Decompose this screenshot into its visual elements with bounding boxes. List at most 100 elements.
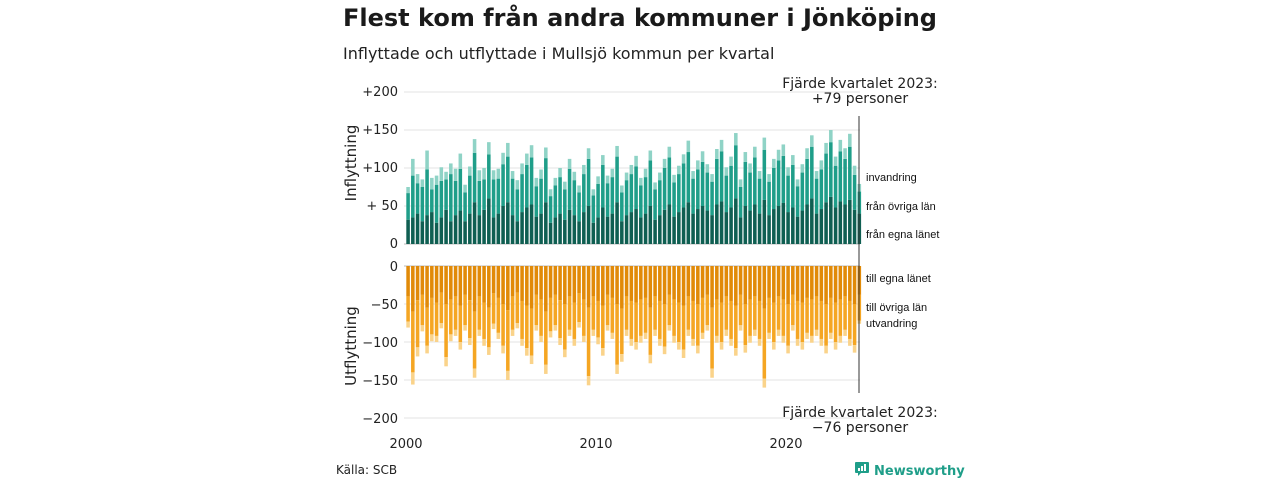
emigration-bar (629, 338, 634, 346)
immigration-bar (430, 177, 434, 190)
emigration-bar (729, 338, 733, 346)
immigration-bar (506, 142, 510, 157)
emigration-bar (501, 345, 505, 354)
from-other-counties-bar (624, 180, 629, 216)
from-other-counties-bar (715, 158, 719, 205)
to-other-counties-bar (520, 300, 524, 339)
immigration-bar (696, 160, 700, 170)
to-own-county-bar (615, 266, 619, 304)
to-other-counties-bar (715, 299, 719, 336)
emigration-bar (852, 345, 857, 353)
to-other-counties-bar (710, 307, 714, 369)
to-other-counties-bar (672, 299, 676, 336)
to-own-county-bar (738, 266, 743, 295)
to-own-county-bar (458, 266, 463, 306)
emigration-bar (610, 332, 615, 339)
y-tick-out-50: −50 (371, 298, 398, 313)
to-own-county-bar (515, 266, 520, 293)
immigration-bar (487, 142, 491, 155)
immigration-bar (848, 133, 852, 147)
emigration-bar (833, 342, 838, 350)
immigration-bar (491, 170, 496, 180)
newsworthy-logo[interactable]: Newsworthy (854, 461, 965, 482)
y-tick-out-150: −150 (362, 374, 398, 389)
emigration-bar (615, 364, 619, 374)
to-other-counties-bar (430, 297, 434, 335)
to-own-county-bar (430, 266, 434, 298)
immigration-bar (810, 135, 814, 147)
from-other-counties-bar (729, 165, 733, 208)
from-other-counties-bar (710, 181, 714, 216)
to-own-county-bar (406, 266, 410, 297)
to-other-counties-bar (425, 307, 429, 346)
to-other-counties-bar (776, 296, 781, 330)
from-other-counties-bar (463, 192, 467, 222)
from-other-counties-bar (848, 146, 852, 200)
from-own-county-bar (658, 215, 662, 244)
immigration-bar (781, 144, 786, 156)
immigration-bar (477, 170, 482, 181)
to-own-county-bar (434, 266, 439, 303)
immigration-bar (724, 167, 729, 176)
to-other-counties-bar (529, 308, 534, 356)
series-label-to-own-county: till egna länet (866, 273, 931, 285)
to-own-county-bar (510, 266, 515, 297)
from-own-county-bar (795, 216, 800, 244)
immigration-bar (786, 167, 790, 176)
axes: 0 + 50 +100 +150 +200 0 −50 −100 −150 −2… (342, 76, 939, 452)
to-other-counties-bar (772, 302, 776, 342)
to-other-counties-bar (601, 305, 605, 349)
immigration-bar (501, 152, 505, 165)
from-own-county-bar (491, 217, 496, 244)
to-own-county-bar (696, 266, 700, 304)
to-other-counties-bar (819, 300, 824, 339)
from-own-county-bar (620, 221, 624, 244)
emigration-bar (453, 329, 458, 336)
from-other-counties-bar (762, 149, 767, 200)
to-own-county-bar (686, 266, 691, 297)
immigration-bar (824, 142, 828, 154)
emigration-bar (762, 378, 767, 388)
to-own-county-bar (681, 266, 686, 306)
to-other-counties-bar (724, 296, 729, 330)
y-tick-out-100: −100 (362, 336, 398, 351)
to-other-counties-bar (786, 304, 790, 346)
immigration-bar (563, 181, 567, 190)
from-own-county-bar (539, 213, 543, 244)
immigration-bar (800, 164, 805, 173)
to-own-county-bar (525, 266, 529, 306)
from-other-counties-bar (406, 193, 410, 220)
from-own-county-bar (605, 216, 610, 244)
emigration-bar (639, 335, 643, 343)
from-other-counties-bar (824, 153, 828, 203)
immigration-bar (719, 139, 724, 152)
emigration-bar (444, 357, 448, 367)
emigration-bar (757, 338, 762, 346)
emigration-bar (472, 368, 477, 378)
emigration-bar (591, 329, 596, 336)
to-own-county-bar (724, 266, 729, 297)
from-other-counties-bar (696, 169, 700, 210)
emigration-bar (800, 342, 805, 350)
emigration-bar (553, 325, 558, 331)
to-own-county-bar (605, 266, 610, 295)
to-other-counties-bar (586, 307, 591, 377)
from-own-county-bar (563, 219, 567, 244)
immigration-bar (715, 149, 719, 159)
y-tick-in-50: + 50 (366, 199, 398, 214)
to-other-counties-bar (843, 296, 847, 330)
to-own-county-bar (800, 266, 805, 303)
to-other-counties-bar (415, 300, 420, 348)
to-other-counties-bar (639, 299, 643, 336)
to-other-counties-bar (800, 302, 805, 342)
from-other-counties-bar (781, 155, 786, 203)
emigration-bar (643, 332, 648, 339)
immigration-bar (757, 171, 762, 179)
to-own-county-bar (786, 266, 790, 304)
immigration-bar (444, 171, 448, 180)
from-other-counties-bar (439, 180, 444, 218)
emigration-bar (620, 354, 624, 362)
chart-title: Flest kom från andra kommuner i Jönköpin… (343, 4, 937, 32)
to-own-county-bar (453, 266, 458, 297)
